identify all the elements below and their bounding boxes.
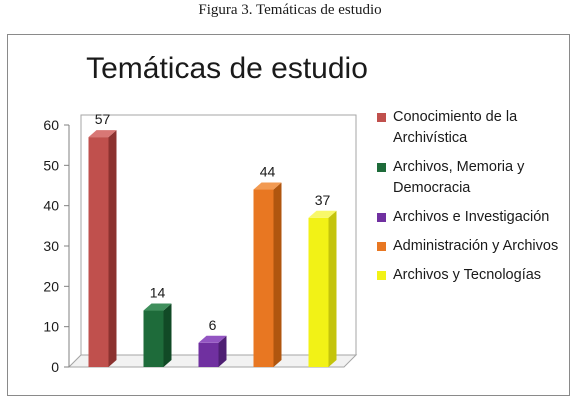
bar-side: [108, 130, 117, 367]
bar-4: [253, 182, 282, 367]
legend-item-conocimiento: Conocimiento de la Archivística: [377, 107, 562, 149]
bars: [88, 130, 337, 367]
bar-5: [308, 210, 337, 367]
legend-item-tecnologias: Archivos y Tecnologías: [377, 265, 562, 286]
bar-3: [198, 335, 227, 367]
bar-front: [198, 342, 219, 367]
legend-label: Archivos y Tecnologías: [393, 267, 542, 283]
data-labels: 57 14 6 44 37: [95, 111, 331, 333]
y-tick-label: 20: [43, 278, 59, 294]
y-tick-label: 0: [51, 359, 59, 375]
legend-item-memoria: Archivos, Memoria y Democracia: [377, 157, 562, 199]
data-label: 57: [95, 111, 111, 127]
legend-label: Archivos e Investigación: [393, 209, 550, 225]
legend: Conocimiento de la Archivística Archivos…: [377, 107, 562, 294]
bar-top: [308, 210, 337, 218]
data-label: 44: [260, 164, 276, 180]
bar-top: [88, 130, 117, 138]
data-label: 37: [315, 192, 331, 208]
legend-swatch: [377, 113, 386, 122]
y-tick-label: 40: [43, 198, 59, 214]
bar-1: [88, 130, 117, 367]
bar-top: [198, 335, 227, 343]
data-label: 6: [209, 317, 217, 333]
legend-label: Archivos, Memoria y Democracia: [393, 159, 525, 196]
chart-frame: Temáticas de estudio 0 10 20 30 40 50 60 57 14 6…: [7, 34, 570, 396]
legend-item-investigacion: Archivos e Investigación: [377, 207, 562, 228]
legend-swatch: [377, 271, 386, 280]
bar-top: [143, 303, 172, 311]
legend-label: Conocimiento de la Archivística: [393, 109, 518, 146]
y-axis: 0 10 20 30 40 50 60: [43, 117, 70, 375]
legend-label: Administración y Archivos: [393, 238, 559, 254]
bar-top: [253, 182, 282, 190]
y-tick-label: 50: [43, 157, 59, 173]
bar-side: [163, 303, 172, 367]
data-label: 14: [150, 285, 166, 301]
bar-front: [88, 137, 109, 367]
bar-front: [143, 310, 164, 367]
legend-swatch: [377, 163, 386, 172]
bar-front: [253, 189, 274, 367]
y-tick-label: 30: [43, 238, 59, 254]
y-tick-label: 60: [43, 117, 59, 133]
bar-2: [143, 303, 172, 367]
legend-swatch: [377, 213, 386, 222]
bar-front: [308, 217, 329, 367]
legend-swatch: [377, 242, 386, 251]
y-tick-label: 10: [43, 319, 59, 335]
bar-side: [328, 210, 337, 367]
legend-item-administracion: Administración y Archivos: [377, 236, 562, 257]
bar-side: [218, 335, 227, 367]
chart-title: Temáticas de estudio: [86, 52, 368, 85]
bar-side: [273, 182, 282, 367]
figure-caption: Figura 3. Temáticas de estudio: [198, 2, 382, 18]
bar-chart-plot: 0 10 20 30 40 50 60 57 14 6 44 37: [43, 111, 358, 375]
